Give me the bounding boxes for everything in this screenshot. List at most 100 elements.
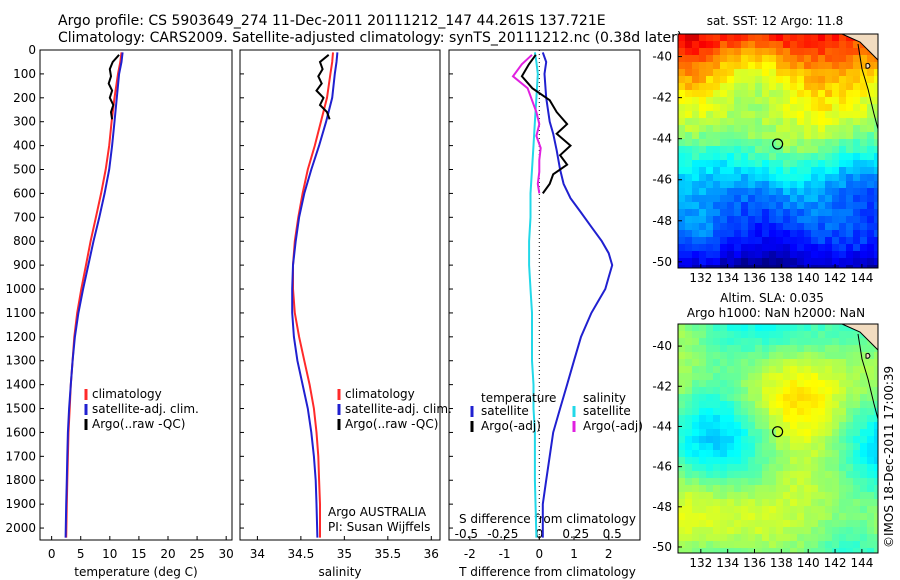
map-cell <box>811 394 818 401</box>
map-cell <box>811 366 818 373</box>
map-cell <box>776 387 783 394</box>
map-cell <box>741 202 748 209</box>
map-cell <box>762 237 769 244</box>
map-cell <box>818 464 825 471</box>
map-cell <box>874 380 878 387</box>
coastline <box>857 333 879 420</box>
map-cell <box>727 76 734 83</box>
map-cell <box>825 394 832 401</box>
map-cell <box>790 202 797 209</box>
map-cell <box>734 48 741 55</box>
map-cell <box>804 132 811 139</box>
map-cell <box>678 450 685 457</box>
map-cell <box>846 506 853 513</box>
map-cell <box>755 485 762 492</box>
map-cell <box>755 251 762 258</box>
map-cell <box>741 387 748 394</box>
map-cell <box>741 534 748 541</box>
map-cell <box>818 541 825 548</box>
map-cell <box>825 429 832 436</box>
map-cell <box>867 251 874 258</box>
map-cell <box>699 76 706 83</box>
map-cell <box>685 83 692 90</box>
map-cell <box>825 251 832 258</box>
map-cell <box>727 429 734 436</box>
map-cell <box>692 132 699 139</box>
map-cell <box>755 265 762 268</box>
map-cell <box>748 69 755 76</box>
map-cell <box>762 104 769 111</box>
map-cell <box>741 478 748 485</box>
map-cell <box>804 230 811 237</box>
difference-s-x-label: -0.5 <box>455 527 478 541</box>
map-cell <box>699 366 706 373</box>
map-cell <box>839 352 846 359</box>
map-cell <box>755 408 762 415</box>
difference-panel-frame <box>448 49 641 541</box>
map-cell <box>839 499 846 506</box>
map-cell <box>678 478 685 485</box>
map-cell <box>706 415 713 422</box>
map-cell <box>776 265 783 268</box>
map-cell <box>776 429 783 436</box>
map-cell <box>755 216 762 223</box>
map-cell <box>769 181 776 188</box>
map-cell <box>783 132 790 139</box>
map-cell <box>699 541 706 548</box>
map-cell <box>720 209 727 216</box>
map-cell <box>769 471 776 478</box>
map-cell <box>825 223 832 230</box>
map-cell <box>699 55 706 62</box>
map-cell <box>832 118 839 125</box>
map-cell <box>699 534 706 541</box>
map-cell <box>853 464 860 471</box>
map-cell <box>811 485 818 492</box>
map-cell <box>797 174 804 181</box>
map-cell <box>762 118 769 125</box>
map-cell <box>741 118 748 125</box>
map-cell <box>811 513 818 520</box>
map-cell <box>867 471 874 478</box>
map-cell <box>692 366 699 373</box>
map-cell <box>748 244 755 251</box>
map-cell <box>860 237 867 244</box>
map-cell <box>839 153 846 160</box>
map-cell <box>804 97 811 104</box>
map-cell <box>713 244 720 251</box>
map-cell <box>818 457 825 464</box>
map-cell <box>825 202 832 209</box>
map-cell <box>790 506 797 513</box>
header-line1: Argo profile: CS 5903649_274 11-Dec-2011… <box>58 13 606 29</box>
map-cell <box>846 422 853 429</box>
map-cell <box>769 478 776 485</box>
map-cell <box>818 527 825 534</box>
map-cell <box>692 125 699 132</box>
legend-label: satellite <box>583 404 631 418</box>
map-cell <box>748 62 755 69</box>
map-cell <box>678 139 685 146</box>
map-cell <box>839 464 846 471</box>
map-cell <box>818 338 825 345</box>
map-cell <box>797 338 804 345</box>
map-cell <box>825 216 832 223</box>
difference-s-x-label: 0.5 <box>603 527 622 541</box>
map-cell <box>783 366 790 373</box>
map-cell <box>853 202 860 209</box>
map-cell <box>846 464 853 471</box>
map-x-label: 136 <box>743 556 766 570</box>
map-cell <box>769 216 776 223</box>
map-cell <box>790 55 797 62</box>
map-cell <box>685 104 692 111</box>
map-cell <box>685 436 692 443</box>
map-cell <box>783 506 790 513</box>
map-cell <box>797 471 804 478</box>
map-cell <box>727 534 734 541</box>
map-cell <box>790 436 797 443</box>
map-cell <box>867 429 874 436</box>
map-cell <box>755 429 762 436</box>
map-cell <box>776 394 783 401</box>
map-cell <box>706 513 713 520</box>
map-cell <box>832 132 839 139</box>
map-cell <box>804 380 811 387</box>
map-cell <box>727 331 734 338</box>
